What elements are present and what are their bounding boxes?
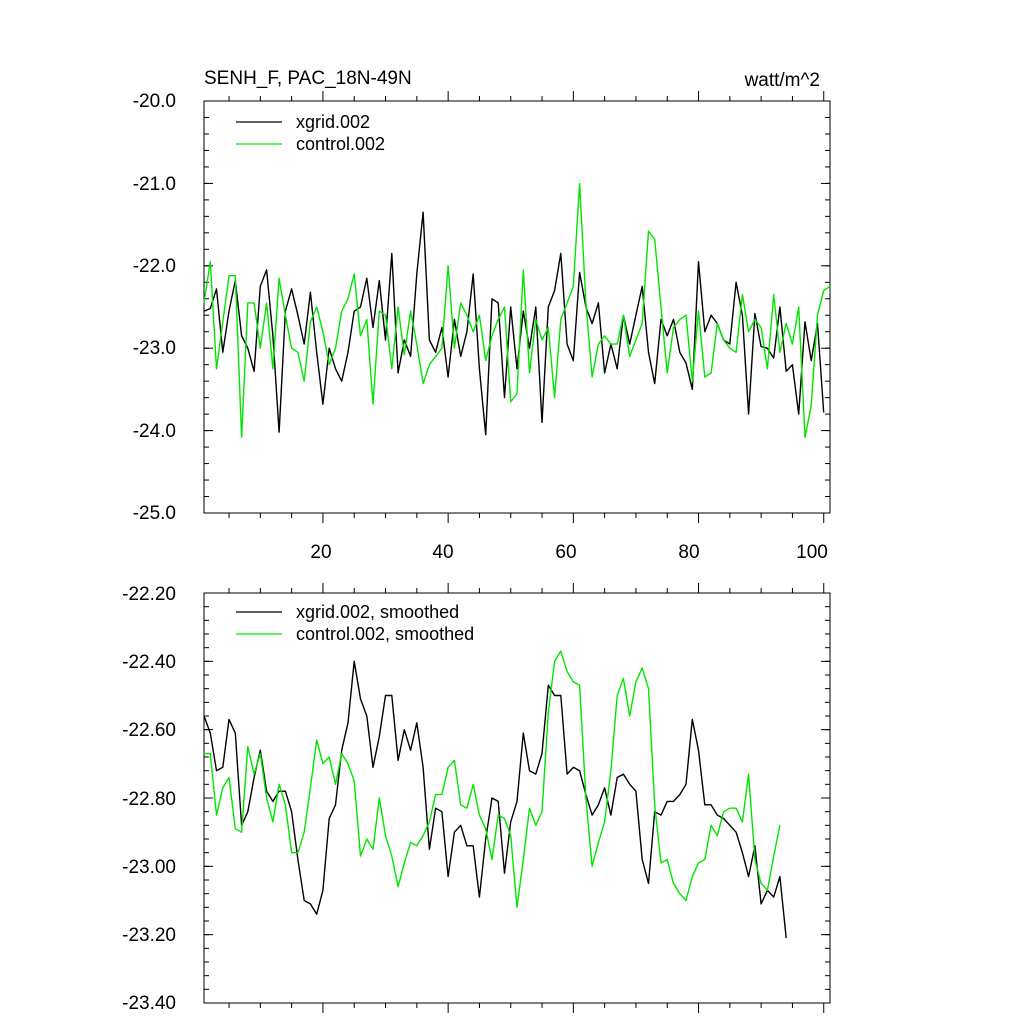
bottom-axis-ticks: [204, 583, 830, 1013]
top-y-tick-label: -22.0: [133, 256, 176, 277]
top-y-tick-label: -20.0: [133, 91, 176, 112]
top-x-tick-label: 60: [555, 542, 576, 563]
bottom-legend-label-xgrid: xgrid.002, smoothed: [296, 602, 459, 622]
top-legend-label-xgrid: xgrid.002: [296, 112, 370, 132]
top-y-axis: -20.0 -21.0 -22.0 -23.0 -24.0 -25.0: [133, 91, 176, 524]
top-series-line-xgrid: [203, 211, 825, 436]
top-series-lines: [203, 182, 831, 438]
top-series-line-control: [203, 182, 831, 438]
bottom-y-tick-label: -23.40: [122, 993, 176, 1014]
top-y-tick-label: -25.0: [133, 503, 176, 524]
bottom-y-tick-label: -23.00: [122, 857, 176, 878]
top-legend: xgrid.002 control.002: [236, 112, 385, 154]
bottom-series-line-xgrid: [203, 660, 787, 939]
top-chart-units: watt/m^2: [744, 70, 820, 91]
top-chart-title: SENH_F, PAC_18N-49N: [204, 68, 412, 89]
bottom-series-lines: [203, 650, 787, 939]
bottom-y-tick-label: -22.40: [122, 652, 176, 673]
top-x-tick-label: 20: [310, 542, 331, 563]
bottom-legend: xgrid.002, smoothed control.002, smoothe…: [236, 602, 474, 644]
bottom-y-axis: -22.20 -22.40 -22.60 -22.80 -23.00 -23.2…: [122, 584, 176, 1014]
top-y-tick-label: -23.0: [133, 338, 176, 359]
bottom-panel: -22.20 -22.40 -22.60 -22.80 -23.00 -23.2…: [122, 583, 831, 1014]
bottom-y-tick-label: -22.80: [122, 789, 176, 810]
top-x-tick-label: 100: [796, 542, 828, 563]
bottom-y-tick-label: -23.20: [122, 925, 176, 946]
top-x-axis: 20 40 60 80 100: [310, 542, 827, 563]
top-axis-ticks: [204, 91, 830, 523]
top-y-tick-label: -21.0: [133, 174, 176, 195]
top-panel: SENH_F, PAC_18N-49N watt/m^2 -20.0 -21.0…: [133, 68, 831, 563]
bottom-series-line-control: [204, 650, 781, 908]
top-y-tick-label: -24.0: [133, 421, 176, 442]
bottom-y-tick-label: -22.60: [122, 720, 176, 741]
top-x-tick-label: 40: [432, 542, 453, 563]
top-legend-label-control: control.002: [296, 134, 385, 154]
bottom-legend-label-control: control.002, smoothed: [296, 624, 474, 644]
bottom-y-tick-label: -22.20: [122, 584, 176, 605]
top-plot-frame: [203, 100, 831, 514]
top-x-tick-label: 80: [678, 542, 699, 563]
